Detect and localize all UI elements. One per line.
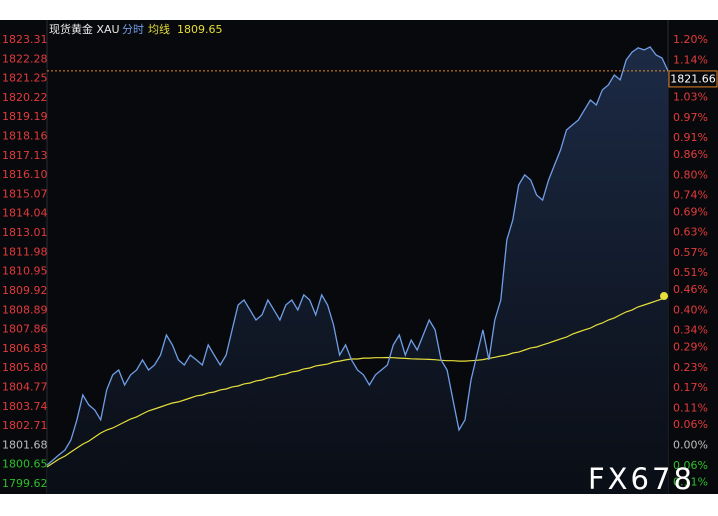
y-tick-label: 1820.22: [2, 91, 48, 104]
y2-tick-label: 0.23%: [673, 361, 708, 374]
y-tick-label: 1821.25: [2, 72, 48, 85]
y-tick-label: 1810.95: [2, 265, 48, 278]
chart-title: 现货黄金 XAU: [49, 22, 120, 36]
y-tick-label: 1805.80: [2, 361, 48, 374]
average-line: [46, 295, 669, 468]
y2-tick-label: 0.91%: [673, 131, 708, 144]
y2-tick-label: 0.63%: [673, 226, 708, 239]
y2-tick-label: 0.11%: [673, 476, 708, 489]
y2-tick-label: 0.06%: [673, 459, 708, 472]
legend-price: 分时: [122, 23, 144, 36]
y2-tick-label: 0.17%: [673, 381, 708, 394]
y2-tick-label: 1.03%: [673, 91, 708, 104]
y-tick-label: 1801.68: [2, 438, 48, 451]
average-end-dot: [660, 292, 668, 301]
y-tick-label: 1804.77: [2, 380, 48, 393]
y2-tick-label: 1.20%: [673, 33, 708, 46]
y2-tick-label: 0.06%: [673, 418, 708, 431]
y2-tick-label: 0.40%: [673, 303, 708, 316]
y-tick-label: 1816.10: [2, 168, 48, 181]
y2-tick-label: 0.74%: [673, 189, 708, 202]
y2-tick-label: 0.97%: [673, 111, 708, 124]
y-tick-label: 1822.28: [2, 52, 48, 65]
y-tick-label: 1800.65: [2, 458, 48, 471]
y2-tick-label: 0.34%: [673, 324, 708, 337]
y2-tick-label: 0.00%: [673, 438, 708, 451]
y-tick-label: 1803.74: [2, 400, 48, 413]
y-tick-label: 1815.07: [2, 187, 48, 200]
legend-average: 均线: [148, 22, 170, 36]
y-tick-label: 1819.19: [2, 110, 48, 123]
y-tick-label: 1807.86: [2, 323, 48, 336]
y2-tick-label: 0.86%: [673, 148, 708, 161]
y-tick-label: 1813.01: [2, 226, 48, 239]
last-price-box: [668, 70, 718, 88]
y-tick-label: 1802.71: [2, 419, 48, 432]
y-tick-label: 1814.04: [2, 207, 48, 220]
y-tick-label: 1811.98: [2, 245, 48, 258]
y-tick-label: 1799.62: [2, 477, 48, 490]
price-line: [46, 46, 669, 466]
y2-tick-label: 0.57%: [673, 246, 708, 259]
y2-tick-label: 0.69%: [673, 205, 708, 218]
average-value: 1809.65: [177, 23, 223, 36]
y2-tick-label: 0.80%: [673, 168, 708, 181]
y2-tick-label: 0.46%: [673, 283, 708, 296]
y2-tick-label: 1.14%: [673, 53, 708, 66]
y2-tick-label: 0.11%: [673, 401, 708, 414]
last-price-label: 1821.66: [670, 72, 716, 85]
y-tick-label: 1806.83: [2, 342, 48, 355]
price-area: [47, 46, 668, 495]
y-tick-label: 1809.92: [2, 284, 48, 297]
y2-tick-label: 0.51%: [673, 266, 708, 279]
y2-tick-label: 0.29%: [673, 341, 708, 354]
watermark: FX678: [588, 462, 695, 496]
y-tick-label: 1823.31: [2, 33, 48, 46]
y-tick-label: 1818.16: [2, 130, 48, 143]
y-tick-label: 1817.13: [2, 149, 48, 162]
y-tick-label: 1808.89: [2, 303, 48, 316]
